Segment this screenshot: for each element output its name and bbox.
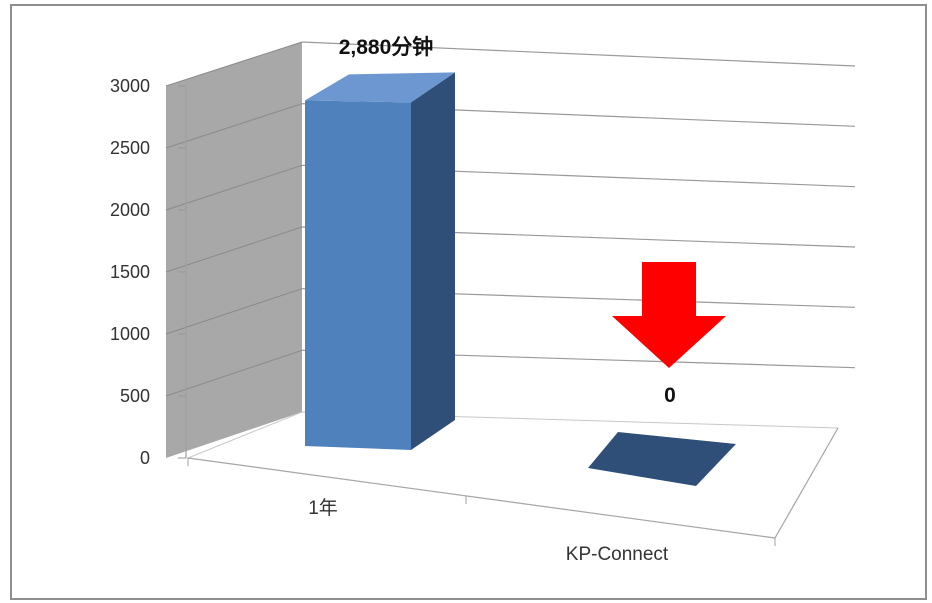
bar-top [305,72,455,103]
floor-right-edge [774,427,839,539]
wall-gridline [165,103,303,149]
bar-front [305,100,411,451]
y-tick-label: 3000 [110,76,150,96]
bar-zero-face [588,432,736,486]
y-tick-label: 0 [140,448,150,468]
y-tick-label: 1500 [110,262,150,282]
wall-gridline [165,41,303,87]
wall-gridline [165,349,303,397]
bar-side [411,72,455,451]
data-label: 0 [664,384,676,407]
floor [186,411,839,539]
category-label: 1年 [308,497,338,519]
gridline [301,41,856,67]
category-labels: 1年 KP-Connect [308,497,669,565]
wall-gridline [165,164,303,211]
wall-gridlines [165,41,303,397]
category-label: KP-Connect [566,544,669,565]
wall-gridline [165,288,303,335]
y-tick-label: 500 [120,386,150,406]
chart-frame [10,4,927,600]
data-labels: 2,880分钟 0 [339,36,676,407]
x-axis-line [187,457,776,539]
y-tick-label: 2500 [110,138,150,158]
down-arrow-icon [612,262,726,368]
wall-gridline [165,226,303,273]
y-axis-ticks: 0 500 1000 1500 2000 2500 3000 [110,76,186,468]
bars [305,72,736,486]
y-tick-label: 1000 [110,324,150,344]
y-tick-label: 2000 [110,200,150,220]
data-label: 2,880分钟 [339,36,434,59]
